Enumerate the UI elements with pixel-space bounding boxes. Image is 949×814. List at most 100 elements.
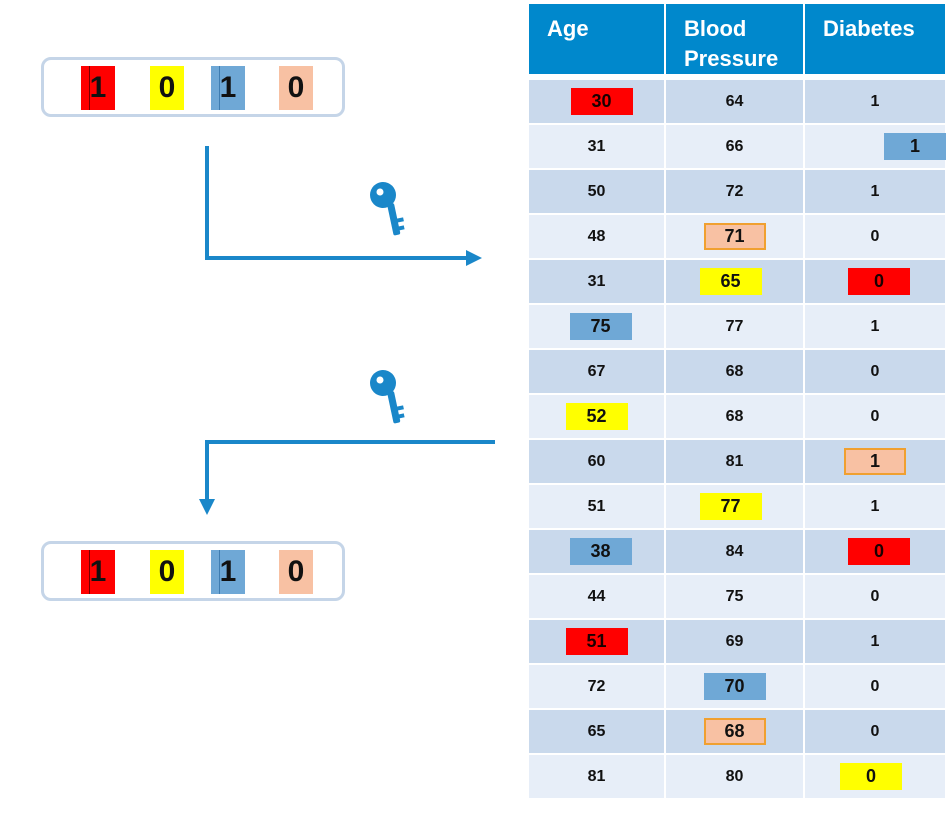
- cell-value: 81: [725, 452, 744, 470]
- table-row: 52 68 0: [529, 395, 945, 440]
- cell-value: 31: [587, 272, 606, 290]
- cell-diabetes: 0: [805, 710, 945, 755]
- cell-value: 0: [870, 587, 880, 605]
- cell-blood-pressure: 84: [666, 530, 805, 575]
- cell-diabetes: 0: [805, 395, 945, 440]
- cell-age: 31: [529, 125, 666, 170]
- cell-age: 72: [529, 665, 666, 710]
- cell-value: 60: [587, 452, 606, 470]
- cell-diabetes: 1: [805, 80, 945, 125]
- cell-blood-pressure: 68: [666, 350, 805, 395]
- cell-diabetes: 0: [805, 215, 945, 260]
- cell-blood-pressure: 81: [666, 440, 805, 485]
- header-diabetes: Diabetes: [805, 4, 945, 80]
- decode-arrowhead: [199, 499, 215, 515]
- cell-value: 75: [725, 587, 744, 605]
- cell-blood-pressure: 68: [666, 710, 805, 755]
- cell-blood-pressure: 77: [666, 305, 805, 350]
- cell-age: 51: [529, 620, 666, 665]
- cell-value: 72: [587, 677, 606, 695]
- cell-value: 77: [725, 317, 744, 335]
- header-age: Age: [529, 4, 666, 80]
- highlighted-value: 52: [565, 403, 628, 430]
- cell-value: 0: [870, 362, 880, 380]
- cell-value: 69: [725, 632, 744, 650]
- encode-arrowhead: [466, 250, 482, 266]
- cell-value: 51: [587, 497, 606, 515]
- encoded-bit-4: 0: [279, 66, 313, 110]
- cell-value: 0: [870, 677, 880, 695]
- highlighted-value: 0: [840, 763, 902, 790]
- cell-age: 50: [529, 170, 666, 215]
- cell-diabetes: 0: [805, 665, 945, 710]
- cell-diabetes: 1: [805, 620, 945, 665]
- cell-value: 1: [870, 497, 880, 515]
- cell-value: 50: [587, 182, 606, 200]
- cell-value: 81: [587, 767, 606, 785]
- cell-diabetes: 0: [805, 530, 945, 575]
- cell-value: 66: [725, 137, 744, 155]
- cell-diabetes: 0: [805, 350, 945, 395]
- cell-value: 44: [587, 587, 606, 605]
- cell-value: 67: [587, 362, 606, 380]
- highlighted-value: 0: [848, 268, 910, 295]
- highlighted-value: 0: [848, 538, 910, 565]
- highlighted-value: 65: [699, 268, 762, 295]
- cell-value: 1: [870, 317, 880, 335]
- encoded-bit-3: 1: [211, 66, 245, 110]
- encoded-bit-1: 1: [81, 66, 115, 110]
- table-body: 30 64 1 31 66 1 50 72 1 48 71 0 31 65 0 75 77 1 67 68 0 52 68 0…: [529, 80, 946, 800]
- cell-value: 0: [870, 407, 880, 425]
- highlighted-value: 30: [570, 88, 633, 115]
- cell-age: 51: [529, 485, 666, 530]
- table-row: 38 84 0: [529, 530, 945, 575]
- cell-blood-pressure: 72: [666, 170, 805, 215]
- cell-blood-pressure: 71: [666, 215, 805, 260]
- cell-diabetes: 0: [805, 755, 945, 800]
- table-row: 65 68 0: [529, 710, 945, 755]
- cell-blood-pressure: 69: [666, 620, 805, 665]
- cell-value: 1: [870, 92, 880, 110]
- cell-age: 30: [529, 80, 666, 125]
- highlighted-value: 71: [703, 223, 766, 250]
- highlighted-value: 77: [699, 493, 762, 520]
- cell-blood-pressure: 80: [666, 755, 805, 800]
- cell-diabetes: 1: [805, 305, 945, 350]
- cell-age: 44: [529, 575, 666, 620]
- cell-diabetes: 0: [805, 260, 945, 305]
- cell-age: 60: [529, 440, 666, 485]
- cell-value: 48: [587, 227, 606, 245]
- table-row: 51 69 1: [529, 620, 945, 665]
- decoded-bit-3: 1: [211, 550, 245, 594]
- cell-value: 84: [725, 542, 744, 560]
- cell-value: 65: [587, 722, 606, 740]
- cell-age: 48: [529, 215, 666, 260]
- data-table: Age Blood Pressure Diabetes 30 64 1 31 66 1 50…: [529, 4, 946, 800]
- cell-value: 1: [870, 632, 880, 650]
- table-row: 31 65 0: [529, 260, 945, 305]
- key-icon: [370, 370, 405, 424]
- decoded-bit-2: 0: [150, 550, 184, 594]
- cell-value: 0: [870, 227, 880, 245]
- table-row: 75 77 1: [529, 305, 945, 350]
- cell-value: 72: [725, 182, 744, 200]
- header-blood-pressure: Blood Pressure: [666, 4, 805, 80]
- table-row: 44 75 0: [529, 575, 945, 620]
- cell-value: 31: [587, 137, 606, 155]
- cell-diabetes: 0: [805, 575, 945, 620]
- cell-age: 38: [529, 530, 666, 575]
- decoded-bit-4: 0: [279, 550, 313, 594]
- cell-value: 80: [725, 767, 744, 785]
- cell-diabetes: 1: [805, 485, 945, 530]
- highlighted-value: 1: [844, 448, 906, 475]
- encoded-bits-box: 1 0 1 0: [41, 57, 345, 117]
- cell-value: 64: [725, 92, 744, 110]
- cell-blood-pressure: 70: [666, 665, 805, 710]
- decode-arrow: [205, 440, 495, 500]
- cell-blood-pressure: 65: [666, 260, 805, 305]
- cell-age: 75: [529, 305, 666, 350]
- table-row: 31 66 1: [529, 125, 946, 170]
- table-header-row: Age Blood Pressure Diabetes: [529, 4, 945, 80]
- cell-blood-pressure: 77: [666, 485, 805, 530]
